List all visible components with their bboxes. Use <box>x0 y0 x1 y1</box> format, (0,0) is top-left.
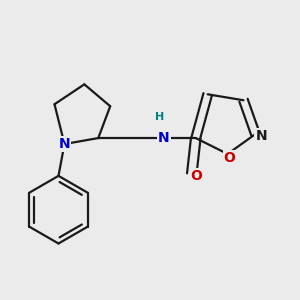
Text: N: N <box>256 129 267 143</box>
Text: O: O <box>224 151 236 165</box>
Text: H: H <box>154 112 164 122</box>
Text: N: N <box>58 137 70 151</box>
Text: O: O <box>190 169 202 183</box>
Text: N: N <box>158 131 170 145</box>
